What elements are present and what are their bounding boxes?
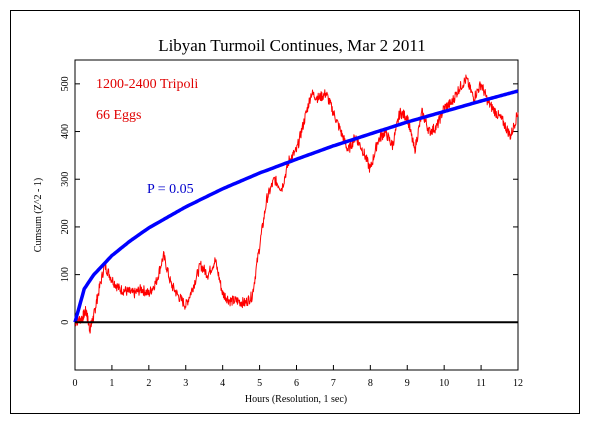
x-tick-label: 0 bbox=[73, 378, 78, 389]
chart-title: Libyan Turmoil Continues, Mar 2 2011 bbox=[158, 36, 426, 55]
y-tick-label: 200 bbox=[60, 219, 71, 234]
figure-frame bbox=[10, 10, 580, 414]
x-tick-label: 12 bbox=[513, 378, 523, 389]
x-tick-label: 11 bbox=[476, 378, 486, 389]
x-axis: 0 1 2 3 4 5 6 7 8 9 10 11 12 bbox=[73, 365, 523, 389]
x-tick-label: 7 bbox=[331, 378, 336, 389]
cumsum-line bbox=[74, 74, 519, 334]
plot-area bbox=[74, 59, 519, 371]
x-tick-label: 2 bbox=[146, 378, 151, 389]
x-tick-label: 5 bbox=[257, 378, 262, 389]
y-tick-label: 500 bbox=[60, 76, 71, 91]
annotation-location: 1200-2400 Tripoli bbox=[96, 77, 198, 92]
y-tick-label: 100 bbox=[60, 267, 71, 282]
x-tick-label: 3 bbox=[183, 378, 188, 389]
y-tick-label: 300 bbox=[60, 172, 71, 187]
x-tick-label: 4 bbox=[220, 378, 225, 389]
annotation-egg-count: 66 Eggs bbox=[96, 108, 142, 123]
x-tick-label: 8 bbox=[368, 378, 373, 389]
x-tick-label: 6 bbox=[294, 378, 299, 389]
x-tick-label: 1 bbox=[109, 378, 114, 389]
y-axis: 0 100 200 300 400 500 bbox=[60, 76, 518, 325]
x-axis-label: Hours (Resolution, 1 sec) bbox=[245, 394, 347, 405]
y-tick-label: 400 bbox=[60, 124, 71, 139]
p05-envelope-line bbox=[73, 89, 519, 323]
x-tick-label: 9 bbox=[405, 378, 410, 389]
y-axis-label: Cumsum (Z^2 - 1) bbox=[33, 178, 44, 252]
annotation-p-value: P = 0.05 bbox=[147, 182, 194, 197]
x-tick-label: 10 bbox=[439, 378, 449, 389]
y-tick-label: 0 bbox=[60, 320, 71, 325]
series-layer bbox=[73, 74, 519, 334]
